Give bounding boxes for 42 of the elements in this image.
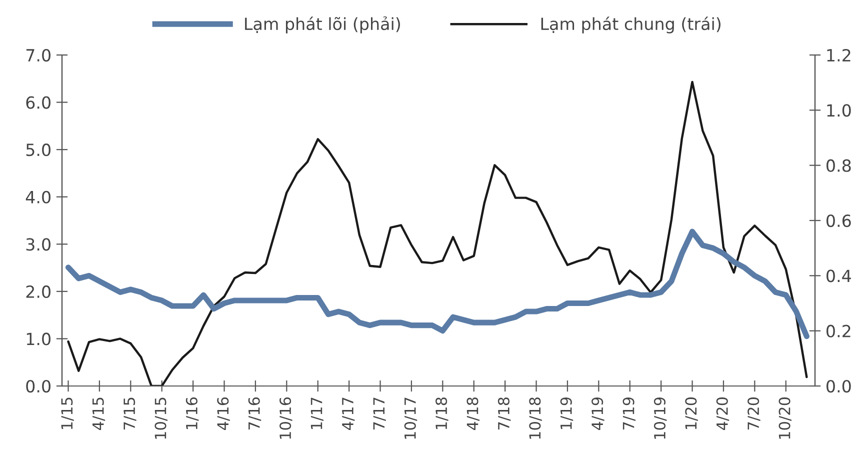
x-tick-label: 1/16 [186,397,199,430]
legend-label: Lạm phát lõi (phải) [245,16,400,34]
x-tick-label: 7/16 [248,397,262,430]
y-tick-label: 4.0 [26,190,50,204]
x-tick-label: 10/19 [654,397,667,439]
y2-tick-label: 0.8 [826,159,851,172]
x-tick-label: 10/17 [404,398,418,439]
y2-tick-label: 0.2 [826,324,850,338]
y-tick-label: 7.0 [26,48,50,62]
x-tick-label: 1/17 [310,398,324,430]
x-tick-label: 7/18 [498,397,511,430]
x-tick-label: 10/15 [154,398,168,439]
x-tick-label: 1/18 [436,397,448,430]
x-tick-label: 10/16 [280,397,292,439]
legend-label: Lạm phát chung (trái) [541,16,720,34]
y2-tick-label: 0.4 [826,270,851,282]
x-tick-label: 1/15 [61,398,74,430]
x-tick-label: 10/20 [778,397,792,439]
y-tick-label: 6.0 [26,96,50,109]
y2-tick-label: 0.6 [826,214,851,228]
x-tick-label: 10/18 [529,397,542,439]
x-tick-label: 4/17 [342,398,355,430]
y2-tick-label: 1.2 [827,48,850,62]
y2-tick-label: 0.0 [826,380,851,393]
x-tick-label: 4/15 [92,398,106,430]
y-tick-label: 5.0 [26,144,50,156]
y-tick-label: 0.0 [26,380,50,393]
y-tick-label: 1.0 [26,332,50,346]
x-tick-label: 7/17 [373,398,386,430]
y-tick-label: 2.0 [26,285,50,298]
line-series [67,80,808,386]
x-tick-label: 7/15 [124,398,136,430]
x-tick-label: 4/18 [466,397,480,430]
x-tick-label: 4/16 [217,397,230,430]
x-tick-label: 4/19 [592,397,604,430]
x-tick-label: 7/20 [748,397,760,430]
x-tick-label: 4/20 [716,397,730,430]
y-tick-label: 3.0 [26,238,50,251]
x-tick-label: 1/19 [560,397,574,430]
x-tick-label: 1/20 [685,397,698,430]
y2-tick-label: 1.0 [827,104,851,117]
x-tick-label: 7/19 [622,397,636,430]
